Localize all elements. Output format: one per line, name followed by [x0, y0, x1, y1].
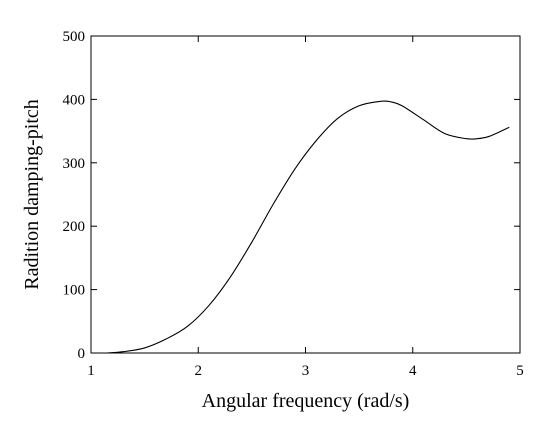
- plot-frame: [90, 35, 521, 354]
- y-tick-label: 100: [63, 283, 86, 299]
- x-tick-label: 1: [87, 363, 95, 379]
- series: [107, 100, 510, 354]
- series-line-0: [107, 100, 510, 354]
- x-tick-label: 2: [195, 363, 203, 379]
- ticks: [90, 35, 521, 354]
- x-tick-label: 4: [409, 363, 417, 379]
- y-tick-label: 400: [63, 92, 86, 108]
- x-axis-label: Angular frequency (rad/s): [202, 390, 410, 412]
- y-tick-label: 0: [78, 346, 86, 362]
- y-axis-label: Radition damping-pitch: [21, 99, 43, 290]
- y-tick-label: 200: [63, 219, 86, 235]
- x-tick-label: 3: [302, 363, 310, 379]
- x-tick-label: 5: [516, 363, 524, 379]
- y-tick-label: 500: [63, 29, 86, 45]
- y-tick-label: 300: [63, 156, 86, 172]
- tick-labels: 1 2 3 4 5 0 100 200 300 400 500: [63, 29, 524, 379]
